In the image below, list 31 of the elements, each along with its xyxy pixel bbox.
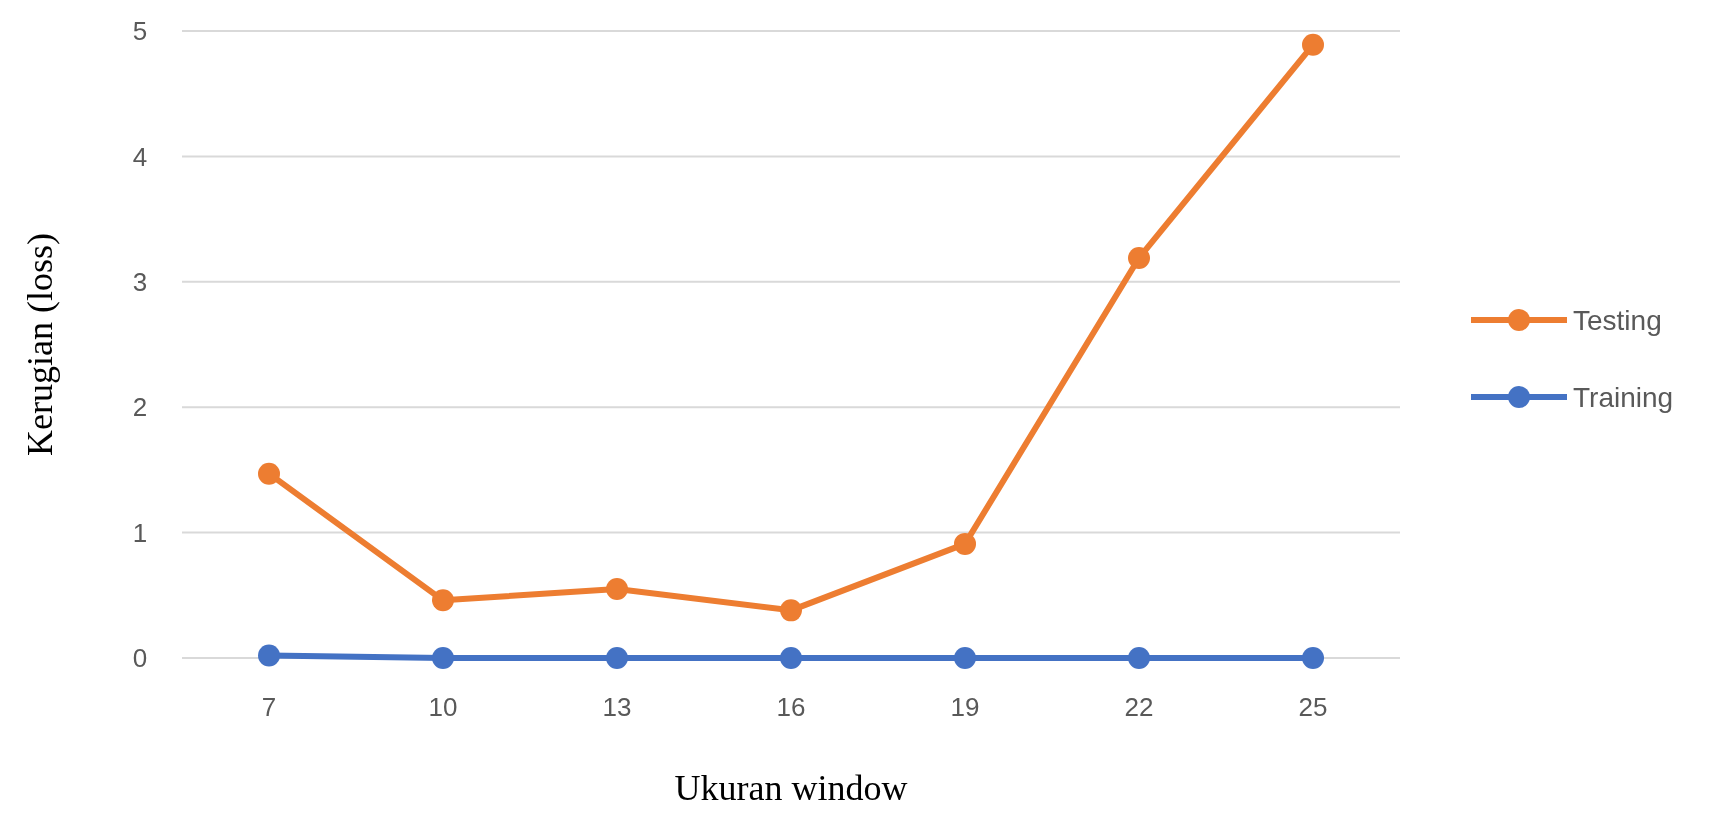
point [258,644,280,667]
point [432,647,454,669]
point [954,532,976,555]
legend-label: Training [1573,381,1674,413]
x-tick-label: 16 [776,692,806,722]
point [1302,647,1324,669]
point [1128,246,1150,269]
x-tick-label: 19 [950,692,980,722]
x-tick-label: 22 [1124,692,1154,722]
y-tick-label: 5 [132,16,148,47]
point [606,578,628,601]
y-tick-label: 1 [132,517,148,548]
point [432,589,454,612]
y-tick-label: 4 [132,141,148,172]
x-tick-label: 10 [428,692,458,722]
x-tick-label: 13 [602,692,632,722]
y-tick-label: 3 [132,266,148,297]
point [954,647,976,669]
x-axis-title: Ukuran window [674,768,908,808]
y-axis-title: Kerugian (loss) [20,233,60,456]
x-tick-label: 25 [1298,692,1328,722]
point [1302,33,1324,56]
point [606,647,628,669]
point [1128,647,1150,669]
x-tick-label: 7 [261,692,277,722]
point [258,462,280,485]
y-tick-label: 0 [132,643,148,674]
point [780,647,802,669]
legend-label: Testing [1573,304,1662,336]
point [780,599,802,622]
y-tick-label: 2 [132,392,148,423]
